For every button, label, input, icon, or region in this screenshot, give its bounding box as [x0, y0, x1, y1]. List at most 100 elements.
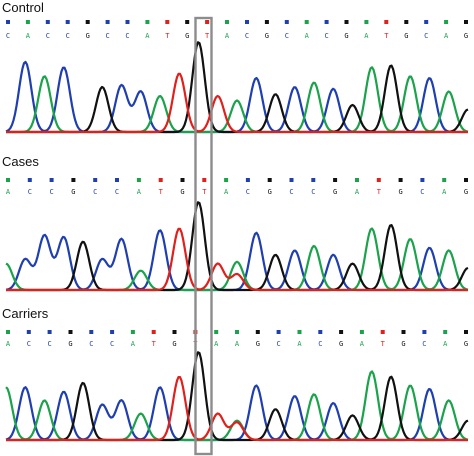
base-label: G — [71, 188, 75, 196]
base-marker — [115, 178, 119, 182]
trace-G — [6, 201, 469, 292]
base-marker — [6, 330, 10, 334]
base-marker — [398, 178, 403, 182]
base-label: A — [6, 340, 11, 348]
base-label: C — [324, 32, 328, 40]
trace-T — [6, 376, 468, 442]
base-marker — [304, 20, 309, 24]
base-marker — [264, 20, 269, 24]
base-label: C — [89, 340, 93, 348]
base-label: G — [398, 188, 402, 196]
panel-title-cases: Cases — [2, 154, 39, 169]
base-label: C — [311, 188, 315, 196]
base-label: G — [333, 188, 337, 196]
base-marker — [318, 330, 323, 334]
base-label: G — [265, 32, 269, 40]
base-marker — [6, 178, 10, 182]
base-marker — [333, 178, 338, 182]
base-marker — [185, 20, 190, 24]
base-label: G — [86, 32, 90, 40]
base-marker — [245, 178, 250, 182]
base-label: C — [246, 188, 250, 196]
base-label: A — [444, 32, 449, 40]
base-marker — [384, 20, 389, 24]
base-marker — [276, 330, 281, 334]
base-marker — [404, 20, 409, 24]
base-label: C — [49, 188, 53, 196]
base-label: G — [464, 340, 468, 348]
base-label: C — [28, 188, 32, 196]
base-marker — [442, 178, 447, 182]
base-label: C — [47, 340, 51, 348]
base-marker — [89, 330, 94, 334]
base-marker — [225, 20, 229, 24]
base-marker — [6, 20, 10, 24]
base-marker — [158, 178, 163, 182]
base-marker — [136, 178, 141, 182]
base-label: A — [442, 188, 447, 196]
base-marker — [172, 330, 177, 334]
base-marker — [214, 330, 219, 334]
base-label: A — [305, 32, 310, 40]
base-marker — [464, 20, 468, 24]
base-marker — [359, 330, 364, 334]
base-label: T — [152, 340, 157, 348]
base-label: G — [180, 188, 184, 196]
base-label: T — [205, 32, 210, 40]
base-label: T — [377, 188, 382, 196]
trace-T — [6, 227, 468, 292]
base-label: G — [464, 32, 468, 40]
base-marker — [401, 330, 406, 334]
base-marker — [130, 330, 135, 334]
base-marker — [339, 330, 344, 334]
trace-T — [6, 72, 468, 134]
base-marker — [105, 20, 110, 24]
base-marker — [145, 20, 150, 24]
base-label: A — [364, 32, 369, 40]
base-label: A — [235, 340, 240, 348]
base-label: G — [256, 340, 260, 348]
base-label: C — [66, 32, 70, 40]
base-marker — [289, 178, 294, 182]
base-marker — [93, 178, 98, 182]
base-marker — [151, 330, 156, 334]
base-label: A — [214, 340, 219, 348]
base-label: G — [464, 188, 468, 196]
base-marker — [125, 20, 130, 24]
base-label: C — [93, 188, 97, 196]
base-label: A — [360, 340, 365, 348]
base-label: C — [6, 32, 10, 40]
base-marker — [267, 178, 272, 182]
base-marker — [355, 178, 359, 182]
base-label: C — [110, 340, 114, 348]
base-marker — [202, 178, 207, 182]
base-label: A — [145, 32, 150, 40]
base-label: C — [422, 340, 426, 348]
base-label: T — [159, 188, 164, 196]
base-marker — [85, 20, 90, 24]
base-label: A — [137, 188, 142, 196]
base-label: T — [384, 32, 389, 40]
base-label: G — [404, 32, 408, 40]
base-label: C — [46, 32, 50, 40]
base-label: C — [276, 340, 280, 348]
base-marker — [165, 20, 170, 24]
panel-title-control: Control — [2, 0, 44, 15]
base-label: G — [401, 340, 405, 348]
base-marker — [422, 330, 427, 334]
base-label: A — [225, 32, 230, 40]
base-marker — [110, 330, 115, 334]
base-marker — [47, 330, 52, 334]
base-label: T — [165, 32, 170, 40]
base-marker — [71, 178, 76, 182]
base-label: A — [297, 340, 302, 348]
base-marker — [464, 178, 468, 182]
base-label: G — [339, 340, 343, 348]
base-label: G — [344, 32, 348, 40]
base-marker — [25, 20, 30, 24]
base-marker — [205, 20, 210, 24]
variant-highlight-box — [194, 16, 213, 456]
base-marker — [284, 20, 289, 24]
